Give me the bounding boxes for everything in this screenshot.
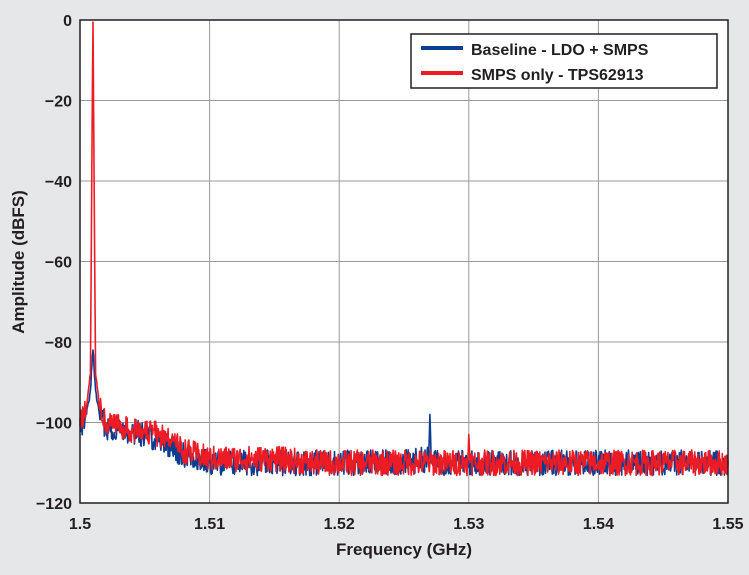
x-tick-label: 1.52 (324, 516, 355, 533)
series-layer (79, 21, 729, 477)
y-axis-label: Amplitude (dBFS) (9, 190, 28, 334)
series-line-smps (79, 21, 729, 477)
y-tick-label: 0 (63, 13, 72, 30)
x-tick-label: 1.53 (453, 516, 484, 533)
y-tick-label: −20 (45, 94, 72, 111)
x-tick-label: 1.51 (194, 516, 225, 533)
legend-box (410, 33, 718, 89)
x-tick-label: 1.55 (712, 516, 743, 533)
legend-label-smps: SMPS only - TPS62913 (471, 67, 644, 84)
y-tick-label: −80 (45, 335, 72, 352)
y-tick-label: −100 (36, 416, 72, 433)
y-tick-label: −120 (36, 496, 72, 513)
legend: Baseline - LDO + SMPS SMPS only - TPS629… (410, 33, 718, 89)
x-axis-label: Frequency (GHz) (336, 540, 472, 559)
y-axis-ticks: 0 −20 −40 −60 −80 −100 −120 (36, 13, 72, 513)
grid (79, 19, 729, 504)
x-tick-label: 1.5 (69, 516, 91, 533)
x-axis-ticks: 1.5 1.51 1.52 1.53 1.54 1.55 (69, 516, 744, 533)
x-tick-label: 1.54 (583, 516, 614, 533)
y-tick-label: −40 (45, 174, 72, 191)
y-tick-label: −60 (45, 255, 72, 272)
legend-label-baseline: Baseline - LDO + SMPS (471, 42, 649, 59)
plot-frame (79, 19, 729, 504)
